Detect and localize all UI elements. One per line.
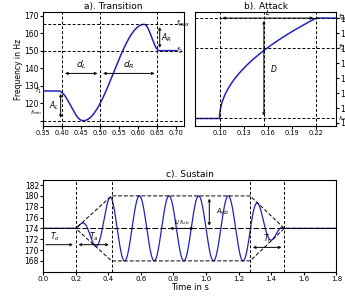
Text: $T_o$: $T_o$ <box>50 230 59 243</box>
Text: $f_{min}$: $f_{min}$ <box>338 114 345 123</box>
Title: a). Transition: a). Transition <box>85 2 143 11</box>
Title: c). Sustain: c). Sustain <box>166 170 214 179</box>
Text: $f_1$: $f_1$ <box>36 86 42 96</box>
Text: $L$: $L$ <box>265 8 270 17</box>
Y-axis label: Frequency in Hz: Frequency in Hz <box>14 38 23 100</box>
Text: $f_2$: $f_2$ <box>176 46 183 56</box>
Text: $f_{end}$: $f_{end}$ <box>338 13 345 23</box>
Text: $d_R$: $d_R$ <box>123 58 135 71</box>
Text: $T_a$: $T_a$ <box>89 230 98 243</box>
Text: $f_{max}$: $f_{max}$ <box>176 19 190 30</box>
Text: $T_r$: $T_r$ <box>263 233 272 245</box>
Text: $A_{vib}$: $A_{vib}$ <box>216 207 229 217</box>
Title: b). Attack: b). Attack <box>244 2 288 11</box>
Text: $D$: $D$ <box>269 63 277 74</box>
Text: $A_R$: $A_R$ <box>161 31 172 44</box>
Text: $1/f_{vib}$: $1/f_{vib}$ <box>174 218 190 227</box>
Text: $f_2$: $f_2$ <box>338 43 345 53</box>
Text: $A_L$: $A_L$ <box>49 100 59 112</box>
Text: $f_{min}$: $f_{min}$ <box>30 108 42 117</box>
X-axis label: Time in s: Time in s <box>171 283 209 292</box>
Text: $d_L$: $d_L$ <box>76 58 87 71</box>
